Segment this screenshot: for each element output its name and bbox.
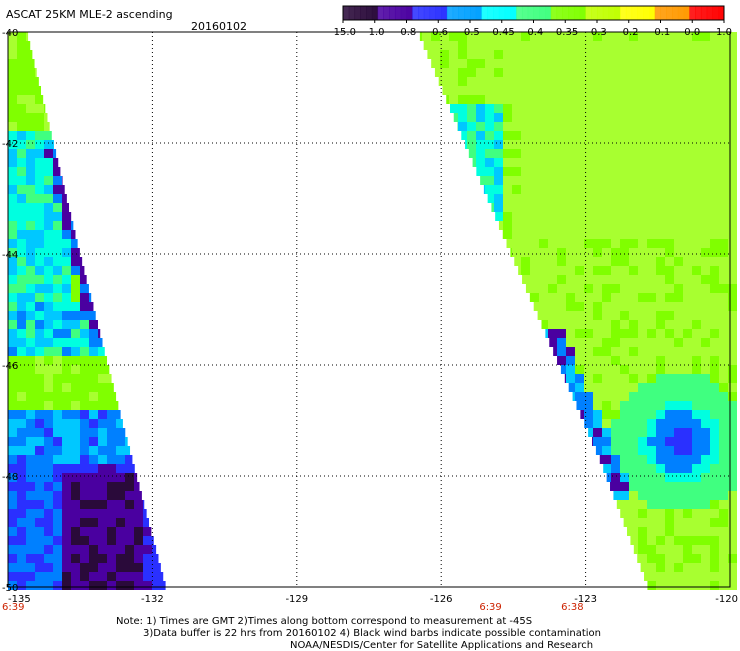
lat-tick-label: -48 <box>2 472 18 483</box>
colorbar-segment <box>597 6 603 20</box>
colorbar-segment <box>695 6 701 20</box>
note-line-2: 3)Data buffer is 22 hrs from 20160102 4)… <box>143 628 601 639</box>
colorbar-segment <box>614 6 620 20</box>
colorbar-segment <box>580 6 586 20</box>
colorbar-segment <box>470 6 476 20</box>
colorbar-segment <box>464 6 470 20</box>
time-label: 6:39 <box>2 602 24 613</box>
colorbar-label: -0.45 <box>489 27 515 38</box>
colorbar-segment <box>372 6 378 20</box>
colorbar-segment <box>534 6 540 20</box>
colorbar-segment <box>458 6 464 20</box>
colorbar-segment <box>476 6 482 20</box>
colorbar-label: -0.4 <box>524 27 544 38</box>
lat-tick-label: -42 <box>2 139 18 150</box>
lon-tick-label: -132 <box>141 594 164 605</box>
colorbar-label: 0.0 <box>684 27 700 38</box>
time-label: 6:38 <box>561 602 583 613</box>
lat-tick-label: -44 <box>2 250 18 261</box>
colorbar-segment <box>510 6 516 20</box>
colorbar-label: -0.2 <box>619 27 639 38</box>
colorbar-label: -0.3 <box>587 27 607 38</box>
time-label: 6:39 <box>479 602 501 613</box>
colorbar-segment <box>620 6 626 20</box>
lon-tick-label: -126 <box>430 594 453 605</box>
colorbar-segment <box>435 6 441 20</box>
colorbar-segment <box>684 6 690 20</box>
colorbar-segment <box>424 6 430 20</box>
colorbar-segment <box>389 6 395 20</box>
colorbar-segment <box>539 6 545 20</box>
lat-tick-label: -40 <box>2 28 18 39</box>
colorbar-label: -0.35 <box>552 27 578 38</box>
colorbar-segment <box>689 6 695 20</box>
colorbar-segment <box>643 6 649 20</box>
colorbar-segment <box>418 6 424 20</box>
colorbar-segment <box>707 6 713 20</box>
colorbar-segment <box>574 6 580 20</box>
colorbar-segment <box>499 6 505 20</box>
lon-tick-label: -129 <box>285 594 308 605</box>
colorbar-segment <box>632 6 638 20</box>
colorbar-segment <box>655 6 661 20</box>
colorbar-segment <box>505 6 511 20</box>
colorbar-segment <box>603 6 609 20</box>
colorbar-segment <box>678 6 684 20</box>
note-line-3: NOAA/NESDIS/Center for Satellite Applica… <box>290 640 593 651</box>
colorbar-segment <box>585 6 591 20</box>
colorbar-segment <box>430 6 436 20</box>
colorbar-segment <box>349 6 355 20</box>
colorbar-segment <box>545 6 551 20</box>
colorbar-segment <box>701 6 707 20</box>
colorbar-segment <box>591 6 597 20</box>
colorbar-segment <box>360 6 366 20</box>
colorbar-segment <box>712 6 718 20</box>
lat-tick-label: -50 <box>2 583 18 594</box>
colorbar-segment <box>412 6 418 20</box>
colorbar-segment <box>649 6 655 20</box>
colorbar-label: -1.0 <box>365 27 385 38</box>
colorbar-segment <box>551 6 557 20</box>
colorbar-label: -0.8 <box>397 27 417 38</box>
colorbar-label: -0.1 <box>651 27 671 38</box>
colorbar-segment <box>407 6 413 20</box>
colorbar-segment <box>343 6 349 20</box>
colorbar-segment <box>355 6 361 20</box>
colorbar-segment <box>366 6 372 20</box>
colorbar-segment <box>626 6 632 20</box>
colorbar-label: -0.6 <box>428 27 448 38</box>
colorbar-label: -15.0 <box>330 27 356 38</box>
colorbar-label: -0.5 <box>460 27 480 38</box>
note-line-1: Note: 1) Times are GMT 2)Times along bot… <box>116 616 532 627</box>
colorbar-label: 1.0 <box>716 27 732 38</box>
colorbar-segment <box>672 6 678 20</box>
colorbar-segment <box>557 6 563 20</box>
colorbar-segment <box>516 6 522 20</box>
colorbar-segment <box>666 6 672 20</box>
colorbar-segment <box>528 6 534 20</box>
colorbar-segment <box>562 6 568 20</box>
colorbar-segment <box>482 6 488 20</box>
colorbar-segment <box>609 6 615 20</box>
colorbar-segment <box>383 6 389 20</box>
colorbar-segment <box>487 6 493 20</box>
colorbar-segment <box>378 6 384 20</box>
colorbar-segment <box>568 6 574 20</box>
colorbar-segment <box>493 6 499 20</box>
colorbar-segment <box>395 6 401 20</box>
colorbar-segment <box>447 6 453 20</box>
lat-tick-label: -46 <box>2 361 18 372</box>
colorbar-segment <box>661 6 667 20</box>
swath-layer <box>8 32 737 590</box>
colorbar-segment <box>401 6 407 20</box>
colorbar-segment <box>637 6 643 20</box>
colorbar-segment <box>453 6 459 20</box>
lon-tick-label: -120 <box>715 594 738 605</box>
colorbar-segment <box>522 6 528 20</box>
colorbar-segment <box>441 6 447 20</box>
